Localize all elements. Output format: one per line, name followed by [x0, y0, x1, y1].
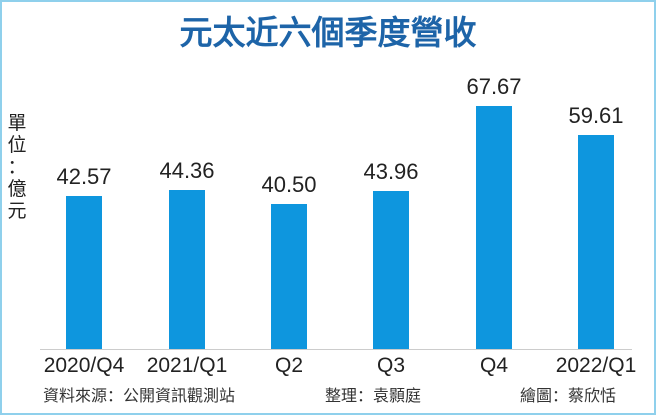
- bar: [578, 135, 614, 349]
- chart-title: 元太近六個季度營收: [179, 13, 477, 52]
- artist-credit: 繪圖：蔡欣恬: [520, 386, 617, 405]
- unit-char: 位: [7, 134, 27, 156]
- unit-char: 單: [7, 112, 27, 134]
- unit-char: ：: [7, 156, 27, 178]
- x-axis-tick-label: 2021/Q1: [146, 354, 228, 377]
- x-axis-tick-label: Q2: [274, 354, 303, 377]
- x-axis-tick-label: Q3: [376, 354, 405, 377]
- y-axis-unit-label: 單 位 ： 億 元: [6, 112, 28, 222]
- bar: [476, 106, 512, 349]
- x-axis-tick-label: 2022/Q1: [555, 354, 637, 377]
- bar-value-label: 44.36: [159, 158, 215, 183]
- x-axis-baseline: [40, 349, 632, 350]
- bar: [169, 190, 205, 349]
- source-credit: 資料來源：公開資訊觀測站: [43, 386, 236, 405]
- bar: [271, 204, 307, 349]
- unit-char: 元: [7, 200, 27, 222]
- bar-value-label: 59.61: [568, 103, 624, 128]
- bar-value-label: 40.50: [261, 172, 317, 197]
- bar-value-label: 42.57: [56, 164, 112, 189]
- editor-credit: 整理：袁顥庭: [325, 386, 422, 405]
- unit-char: 億: [7, 178, 27, 200]
- x-axis-tick-label: 2020/Q4: [43, 354, 125, 377]
- bar: [373, 191, 409, 349]
- bar-value-label: 67.67: [466, 74, 522, 99]
- bar-value-label: 43.96: [363, 159, 419, 184]
- bar: [66, 196, 102, 349]
- x-axis-tick-label: Q4: [479, 354, 508, 377]
